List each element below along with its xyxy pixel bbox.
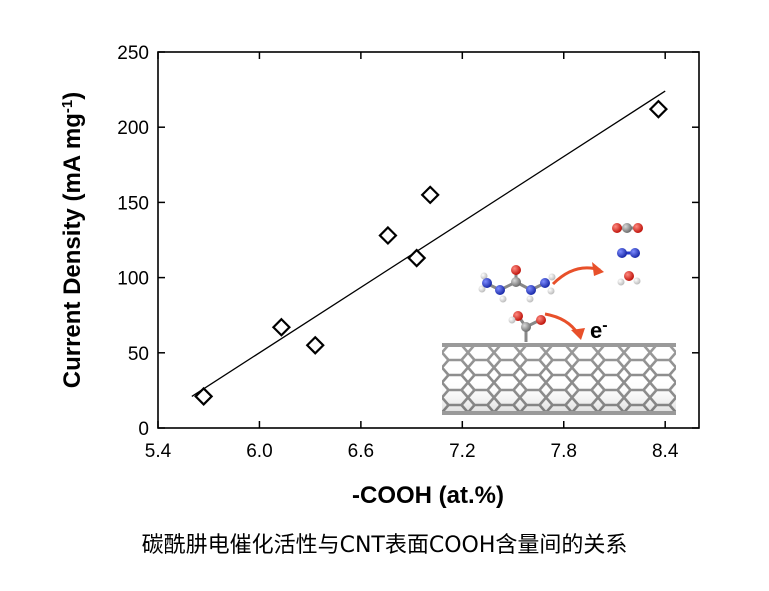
electron-label: e-	[590, 317, 608, 344]
axis-ticks	[157, 51, 699, 429]
cooh-group	[508, 311, 546, 342]
data-point	[305, 335, 325, 355]
y-tick-label: 0	[138, 419, 149, 440]
data-point	[271, 317, 291, 337]
y-axis-label-main: Current Density (mA mg	[59, 113, 86, 388]
y-tick-label: 150	[117, 193, 149, 214]
y-tick-label: 50	[128, 344, 149, 365]
data-point	[378, 225, 398, 246]
y-tick-label: 200	[117, 118, 149, 139]
y-tick-labels: 0 50 100 150 200 250	[117, 43, 149, 440]
plot-frame	[157, 51, 700, 429]
figure-caption: 碳酰肼电催化活性与CNT表面COOH含量间的关系	[141, 533, 628, 558]
n2-molecule	[617, 248, 640, 258]
fit-line	[191, 90, 666, 397]
y-tick-label: 250	[117, 43, 149, 64]
x-tick-label: 6.0	[246, 441, 272, 462]
x-tick-labels: 5.4 6.0 6.6 7.2 7.8 8.4	[145, 441, 679, 462]
x-tick-label: 6.6	[348, 441, 374, 462]
carbohydrazide-molecule	[478, 265, 556, 303]
h2o-molecule	[617, 271, 641, 286]
data-point	[648, 99, 668, 119]
y-axis-label-sup: -1	[59, 100, 76, 113]
x-tick-label: 5.4	[145, 441, 172, 462]
scatter-chart: 5.4 6.0 6.6 7.2 7.8 8.4 0 50 100 150 200 250 -COOH…	[59, 43, 700, 509]
data-markers	[194, 99, 668, 406]
y-axis-label-tail: )	[59, 92, 86, 100]
data-point	[420, 185, 440, 205]
x-tick-label: 7.2	[449, 441, 475, 462]
co2-molecule	[612, 223, 643, 233]
x-axis-label: -COOH (at.%)	[352, 482, 504, 509]
y-tick-label: 100	[117, 269, 149, 290]
data-point	[194, 386, 214, 406]
product-arrow	[551, 266, 601, 286]
x-tick-label: 8.4	[652, 441, 679, 462]
x-tick-label: 7.8	[551, 441, 577, 462]
data-point	[407, 248, 427, 268]
y-axis-label: Current Density (mA mg-1)	[59, 92, 87, 389]
cnt-schematic-inset: e-	[442, 223, 676, 415]
